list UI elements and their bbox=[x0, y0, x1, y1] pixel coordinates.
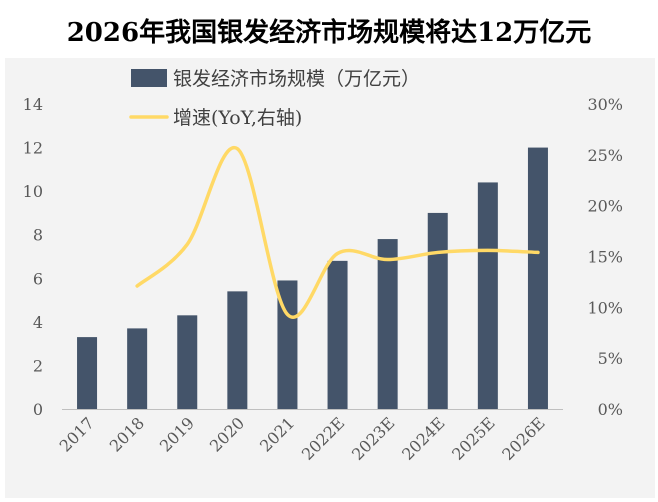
bar-2019 bbox=[177, 315, 198, 409]
x-tick-label: 2025E bbox=[448, 413, 498, 463]
x-tick-label: 2023E bbox=[348, 413, 398, 463]
x-tick-label: 2021 bbox=[256, 413, 298, 455]
chart-title: 2026年我国银发经济市场规模将达12万亿元 bbox=[66, 18, 592, 48]
bar-2021 bbox=[277, 280, 298, 409]
x-tick-label: 2024E bbox=[398, 413, 448, 463]
bar-2020 bbox=[227, 291, 248, 409]
bar-2025E bbox=[477, 182, 498, 409]
y-left-tick-label: 6 bbox=[33, 269, 43, 288]
y-left-tick-label: 0 bbox=[33, 400, 43, 419]
x-tick-label: 2026E bbox=[498, 413, 548, 463]
y-left-tick-label: 10 bbox=[23, 182, 43, 201]
bar-2024E bbox=[427, 212, 448, 409]
y-left-tick-label: 14 bbox=[23, 95, 43, 114]
legend-label-bar: 银发经济市场规模（万亿元） bbox=[173, 68, 420, 90]
bar-2026E bbox=[527, 147, 548, 410]
bar-2017 bbox=[77, 337, 98, 409]
y-left-tick-label: 12 bbox=[23, 139, 43, 158]
y-right-tick-label: 25% bbox=[587, 146, 623, 165]
bar-2018 bbox=[127, 328, 148, 409]
y-right-tick-label: 0% bbox=[598, 400, 623, 419]
legend-swatch-bar bbox=[131, 69, 167, 87]
y-right-tick-label: 5% bbox=[598, 349, 623, 368]
y-right-tick-label: 30% bbox=[587, 95, 623, 114]
x-tick-label: 2018 bbox=[106, 413, 148, 455]
y-left-tick-label: 4 bbox=[33, 313, 43, 332]
growth-rate-line bbox=[135, 145, 540, 319]
x-tick-label: 2020 bbox=[206, 413, 248, 455]
y-right-tick-label: 20% bbox=[587, 197, 623, 216]
x-tick-label: 2017 bbox=[56, 413, 98, 455]
bar-2023E bbox=[377, 239, 398, 409]
y-left-tick-label: 8 bbox=[33, 226, 43, 245]
y-right-tick-label: 15% bbox=[587, 248, 623, 267]
x-tick-label: 2019 bbox=[156, 413, 198, 455]
bar-2022E bbox=[327, 260, 348, 409]
legend-label-line: 增速(YoY,右轴) bbox=[173, 107, 302, 129]
y-right-tick-label: 10% bbox=[587, 298, 623, 317]
y-left-tick-label: 2 bbox=[33, 356, 43, 375]
x-tick-label: 2022E bbox=[298, 413, 348, 463]
